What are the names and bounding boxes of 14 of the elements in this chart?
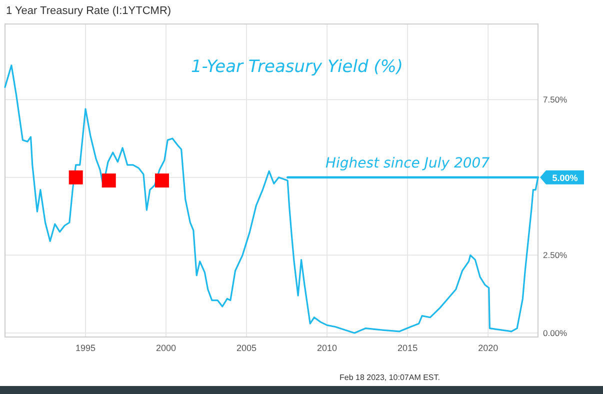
- y-tick-label: 0.00%: [543, 328, 568, 338]
- x-tick-label: 2015: [398, 343, 418, 353]
- chart-title: 1 Year Treasury Rate (I:1YTCMR): [6, 5, 172, 17]
- text: Feb 18 2023, 10:07AM EST.: [339, 373, 440, 382]
- annotation: 1-Year Treasury Yield (%): [190, 57, 404, 77]
- x-tick-label: 2000: [156, 343, 176, 353]
- x-tick-label: 2020: [478, 343, 498, 353]
- y-tick-label: 7.50%: [543, 94, 568, 105]
- y-tick-label: 2.50%: [543, 250, 568, 260]
- data-label: 5.00%: [552, 172, 578, 183]
- annotation: Highest since July 2007: [326, 155, 490, 172]
- x-tick-label: 2005: [236, 343, 257, 353]
- x-tick-label: 2010: [317, 343, 338, 353]
- x-tick-label: 1995: [76, 343, 96, 353]
